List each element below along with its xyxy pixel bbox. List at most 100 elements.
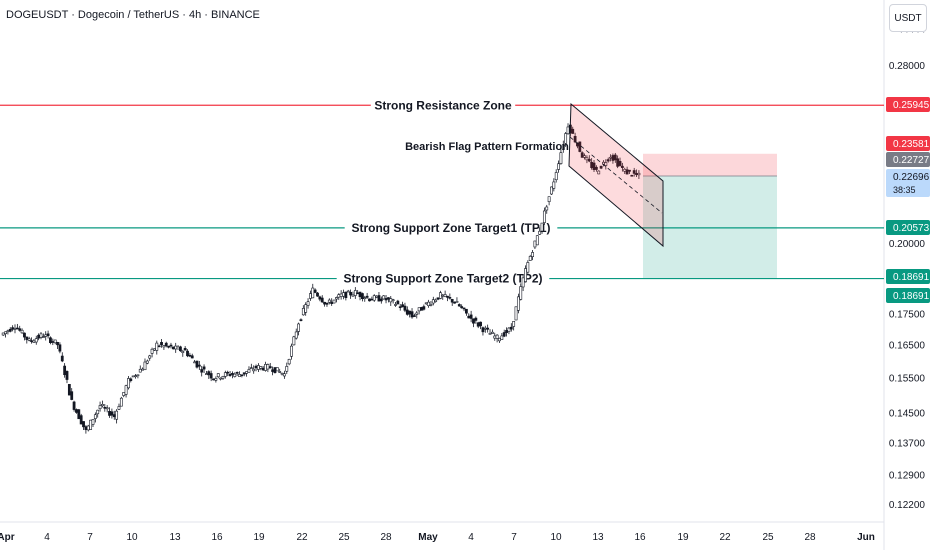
candle <box>82 421 85 431</box>
candle-body <box>434 299 438 302</box>
candle-body <box>441 294 445 297</box>
candle-body <box>531 252 534 257</box>
candle <box>450 298 454 306</box>
candle-body <box>450 299 454 303</box>
candle <box>573 132 577 144</box>
candle-body <box>304 304 308 313</box>
candle <box>474 316 478 324</box>
candle-body <box>13 328 17 330</box>
candle <box>545 204 549 214</box>
candle <box>145 359 149 365</box>
y-tick-label: 0.13700 <box>889 439 926 450</box>
candle-body <box>200 369 204 373</box>
candle-body <box>8 328 12 332</box>
candle-body <box>526 262 530 273</box>
y-tick-label: 0.12900 <box>889 471 926 482</box>
candle-body <box>578 141 582 152</box>
candle <box>410 308 414 319</box>
candle <box>138 365 142 373</box>
y-tick-label: 0.14500 <box>889 409 926 420</box>
candle <box>531 249 534 261</box>
candle-body <box>618 161 622 166</box>
candle-body <box>143 361 147 371</box>
candle-body <box>585 157 589 161</box>
candle <box>143 358 147 371</box>
candle <box>197 360 201 370</box>
candle-body <box>197 364 201 367</box>
candle-body <box>145 360 149 364</box>
candle <box>637 170 641 179</box>
level-label-bg <box>344 219 558 235</box>
candle <box>134 373 137 379</box>
candle-body <box>625 169 629 175</box>
candle-body <box>249 367 253 370</box>
candle-body <box>238 374 241 377</box>
candle <box>79 413 83 425</box>
candle <box>396 299 400 305</box>
candle-body <box>223 372 227 377</box>
candle <box>148 354 152 361</box>
candle-body <box>179 346 182 352</box>
candle <box>34 335 38 345</box>
candle-body <box>233 373 237 377</box>
candle <box>547 196 551 206</box>
candle-body <box>391 299 395 301</box>
candle-body <box>51 341 55 343</box>
candle <box>129 377 133 383</box>
candle <box>117 403 121 411</box>
candle <box>110 408 114 419</box>
candle-body <box>528 256 532 261</box>
candle-body <box>313 289 317 293</box>
x-tick-label: 4 <box>468 532 474 543</box>
x-tick-label: Apr <box>0 532 15 543</box>
candle-body <box>542 210 546 223</box>
candle-body <box>20 329 24 334</box>
candle-body <box>346 290 350 293</box>
candle-body <box>481 327 485 333</box>
candle-body <box>396 300 400 305</box>
candle <box>597 170 601 175</box>
candle-body <box>134 375 137 377</box>
candle-body <box>155 342 159 351</box>
candle-body <box>339 293 343 297</box>
candle <box>561 140 565 153</box>
candle <box>462 307 466 312</box>
y-tick-label: 0.20000 <box>889 239 926 250</box>
candle-body <box>299 319 303 321</box>
candle-body <box>195 360 199 368</box>
candle <box>46 330 50 339</box>
price-label-bg <box>886 169 930 197</box>
candle-body <box>453 301 456 304</box>
currency-unit-button[interactable]: USDT <box>889 4 927 32</box>
candle <box>479 321 482 330</box>
candle <box>542 207 546 226</box>
candle-body <box>283 373 286 377</box>
candle-body <box>318 296 322 300</box>
candle-body <box>540 222 544 232</box>
candle-body <box>226 371 230 374</box>
candle-body <box>124 385 128 395</box>
candle-body <box>495 334 499 339</box>
candle-body <box>349 291 352 296</box>
level-label-bg <box>336 270 550 286</box>
candle-body <box>41 336 45 338</box>
candle-body <box>606 159 610 162</box>
x-tick-label: 16 <box>211 532 223 543</box>
candle-body <box>332 299 336 304</box>
candle <box>105 405 109 413</box>
candle-body <box>512 321 516 327</box>
candle-body <box>538 230 542 235</box>
candle <box>507 327 511 335</box>
candle-body <box>273 367 277 374</box>
price-label-value: 0.25945 <box>893 100 930 111</box>
candle <box>70 388 74 401</box>
y-tick-label: 0.16500 <box>889 340 926 351</box>
level-label-bg <box>370 97 516 113</box>
candle <box>8 327 12 333</box>
candle-body <box>259 366 263 369</box>
candle-body <box>490 331 494 334</box>
candle-body <box>564 133 568 144</box>
candle-body <box>188 354 192 357</box>
candle-body <box>202 366 206 370</box>
